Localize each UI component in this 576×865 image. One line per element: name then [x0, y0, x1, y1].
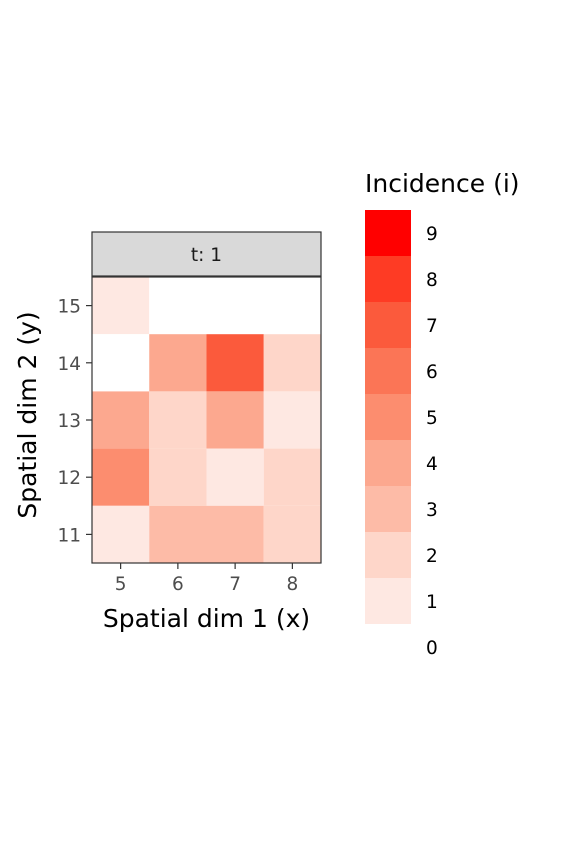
- legend-label-7: 7: [426, 316, 438, 337]
- y-tick-label: 12: [57, 468, 81, 489]
- legend-key-0: [365, 624, 411, 670]
- heatmap-cell-x6-y12: [149, 448, 207, 506]
- heatmap-cell-x5-y14: [92, 334, 150, 392]
- legend-key-3: [365, 486, 411, 532]
- legend-label-6: 6: [426, 362, 438, 383]
- legend-key-4: [365, 440, 411, 486]
- heatmap-cell-x7-y12: [206, 448, 264, 506]
- x-tick-label: 8: [286, 574, 298, 595]
- y-tick-label: 15: [57, 297, 81, 318]
- x-axis-title: Spatial dim 1 (x): [103, 604, 310, 633]
- legend-label-8: 8: [426, 270, 438, 291]
- heatmap-cell-x8-y14: [263, 334, 321, 392]
- heatmap-cell-x8-y12: [263, 448, 321, 506]
- heatmap-cell-x5-y11: [92, 505, 150, 563]
- heatmap-cell-x5-y15: [92, 277, 150, 335]
- x-axis-ticks: 5 6 7 8: [115, 563, 298, 595]
- heatmap-cell-x7-y11: [206, 505, 264, 563]
- legend-label-1: 1: [426, 592, 438, 613]
- heatmap-cell-x5-y13: [92, 391, 150, 449]
- legend-key-9: [365, 210, 411, 256]
- legend-title: Incidence (i): [365, 169, 520, 198]
- heatmap-cell-x8-y15: [263, 277, 321, 335]
- y-axis-title: Spatial dim 2 (y): [13, 311, 42, 518]
- legend: Incidence (i) 9 8 7 6 5 4 3 2 1 0: [365, 169, 520, 670]
- heatmap-cell-x6-y14: [149, 334, 207, 392]
- x-tick-label: 6: [172, 574, 184, 595]
- heatmap-cell-x7-y13: [206, 391, 264, 449]
- heatmap-cell-x6-y11: [149, 505, 207, 563]
- legend-key-5: [365, 394, 411, 440]
- x-tick-label: 7: [229, 574, 241, 595]
- facet-strip-background: [91, 231, 322, 277]
- legend-keys: 9 8 7 6 5 4 3 2 1 0: [365, 210, 438, 670]
- heatmap-cell-x6-y13: [149, 391, 207, 449]
- heatmap-cell-x7-y14: [206, 334, 264, 392]
- x-tick-label: 5: [115, 574, 127, 595]
- y-tick-label: 11: [57, 525, 81, 546]
- heatmap-cell-x8-y11: [263, 505, 321, 563]
- y-axis-ticks: 11 12 13 14 15: [57, 297, 92, 546]
- facet-strip: t: 1: [91, 231, 322, 277]
- heatmap-cell-x6-y15: [149, 277, 207, 335]
- y-tick-label: 14: [57, 354, 81, 375]
- legend-key-7: [365, 302, 411, 348]
- legend-label-4: 4: [426, 454, 438, 475]
- legend-key-6: [365, 348, 411, 394]
- legend-label-2: 2: [426, 546, 438, 567]
- y-tick-label: 13: [57, 411, 81, 432]
- heatmap-cell-x5-y12: [92, 448, 150, 506]
- legend-key-8: [365, 256, 411, 302]
- legend-key-2: [365, 532, 411, 578]
- legend-label-9: 9: [426, 224, 438, 245]
- legend-label-0: 0: [426, 638, 438, 659]
- legend-key-1: [365, 578, 411, 624]
- heatmap-cells: [92, 277, 321, 563]
- legend-label-3: 3: [426, 500, 438, 521]
- heatmap-cell-x8-y13: [263, 391, 321, 449]
- facet-strip-label: t: 1: [191, 245, 222, 266]
- heatmap-cell-x7-y15: [206, 277, 264, 335]
- legend-label-5: 5: [426, 408, 438, 429]
